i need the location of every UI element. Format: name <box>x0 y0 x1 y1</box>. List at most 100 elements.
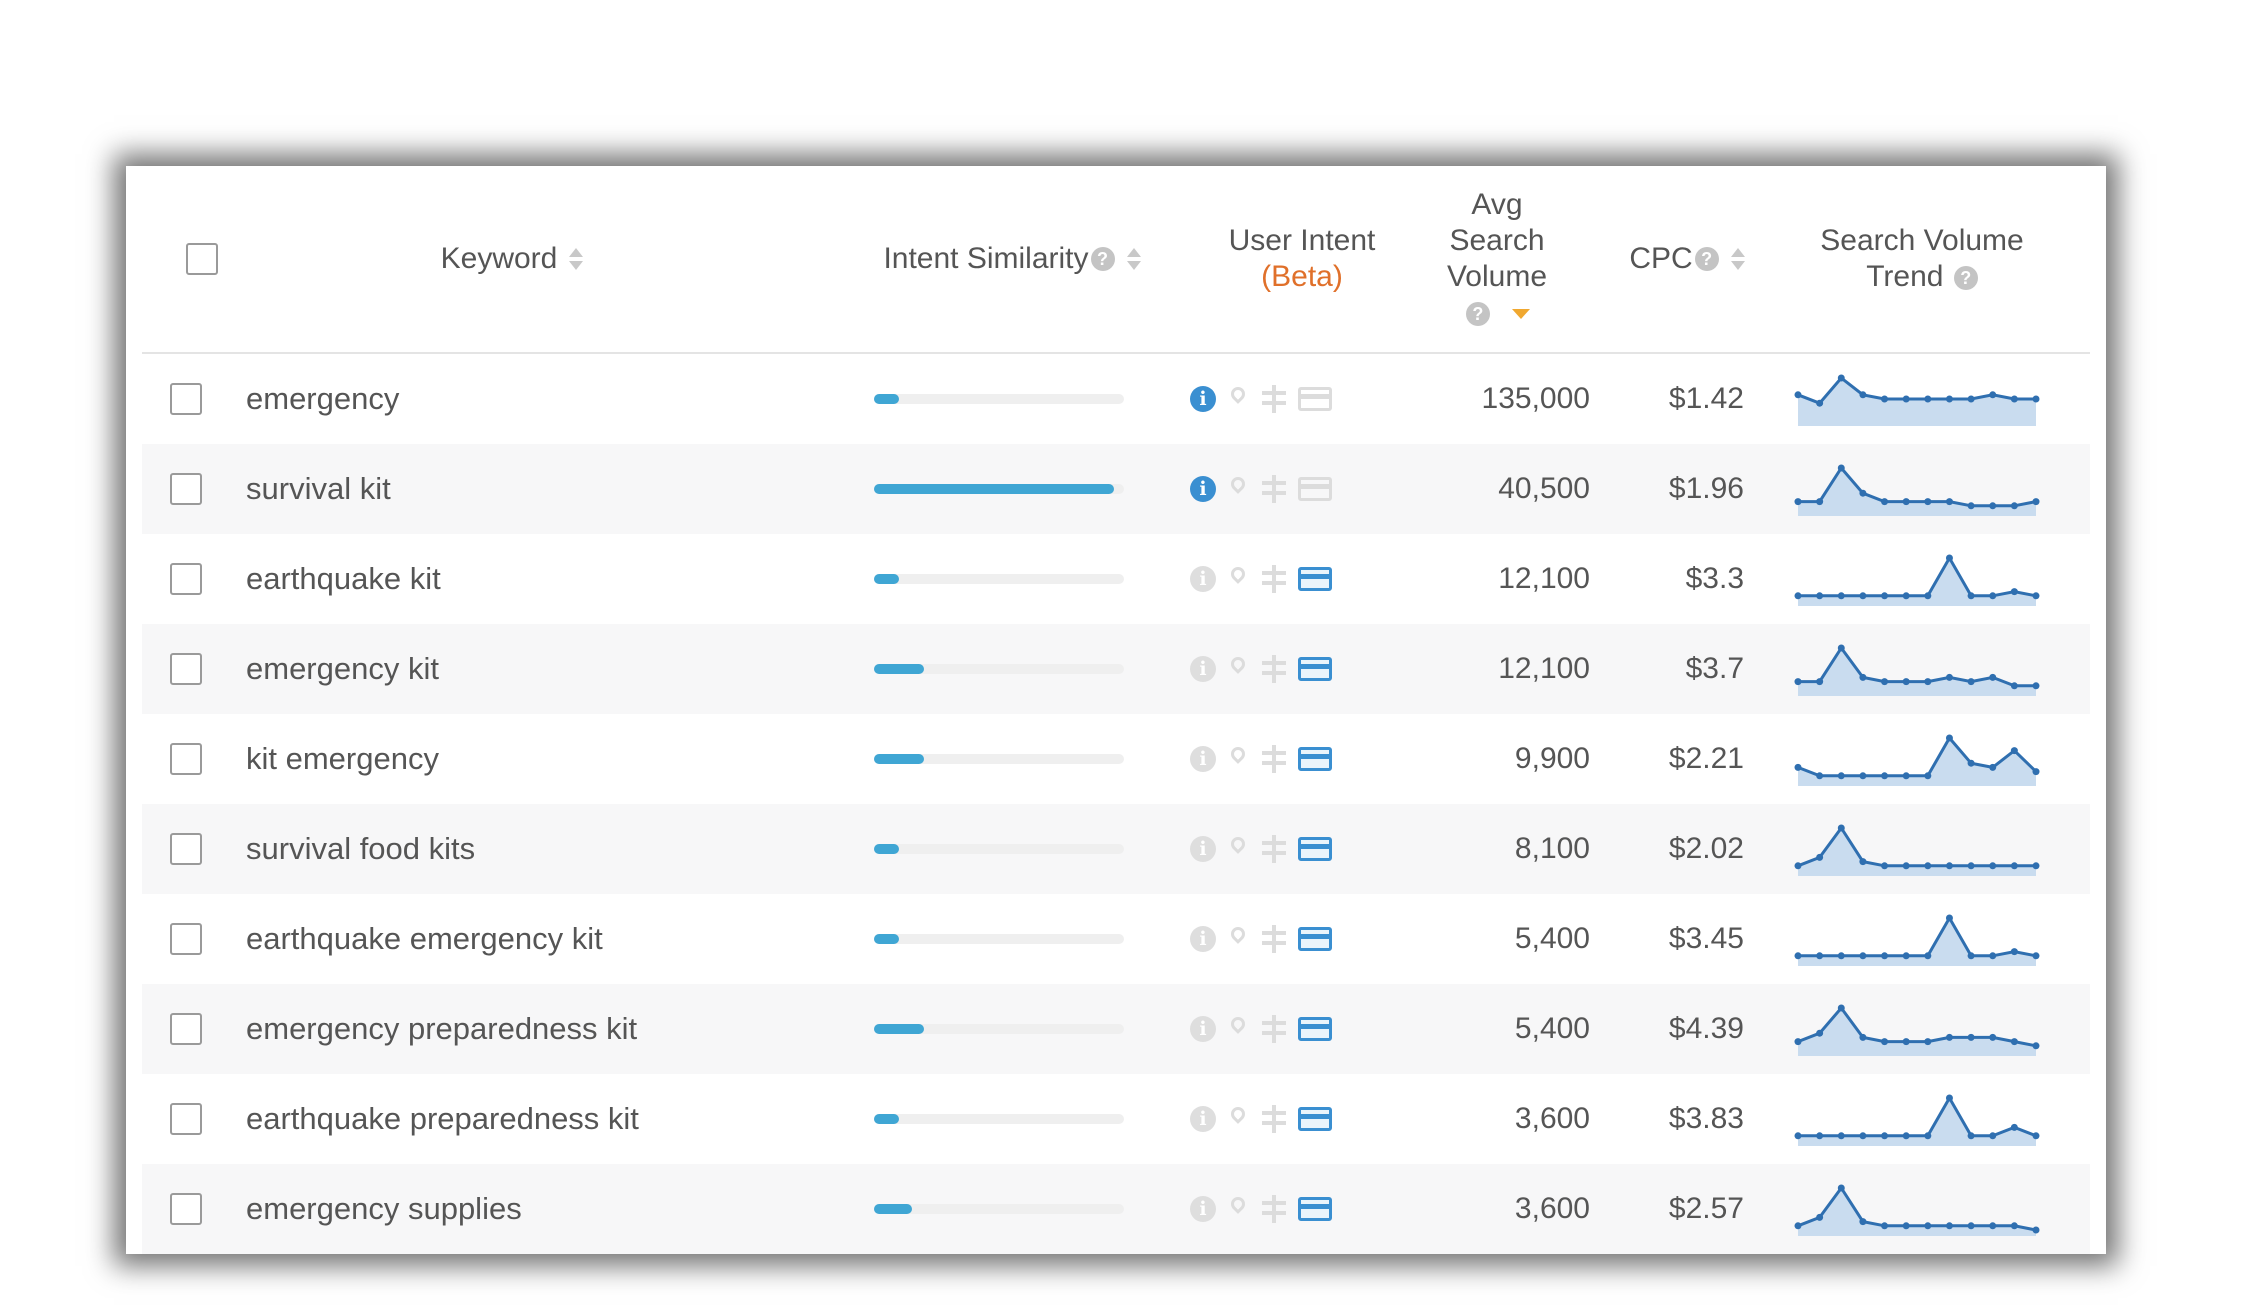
column-header-avg-search-volume[interactable]: Avg Search Volume ? <box>1412 166 1582 352</box>
row-checkbox[interactable] <box>170 653 202 685</box>
trend-point <box>1902 592 1910 600</box>
help-icon[interactable]: ? <box>1694 247 1719 271</box>
local-intent-pin-icon <box>1226 1195 1250 1223</box>
sort-descending-icon[interactable] <box>1512 309 1531 320</box>
sort-icon[interactable] <box>569 247 584 271</box>
trend-point <box>2032 395 2040 403</box>
trend-point <box>1924 592 1932 600</box>
keyword-cell[interactable]: earthquake preparedness kit <box>246 1101 639 1136</box>
trend-point <box>1967 862 1975 870</box>
row-checkbox[interactable] <box>170 1193 202 1225</box>
informational-intent-icon: i <box>1190 1106 1216 1132</box>
trend-point <box>2032 498 2040 506</box>
table-row[interactable]: survival kit i 40,500 $1.96 <box>142 444 2090 534</box>
trend-point <box>1924 862 1932 870</box>
row-checkbox[interactable] <box>170 473 202 505</box>
navigational-intent-icon <box>1260 1105 1288 1133</box>
trend-line <box>1797 735 2038 778</box>
row-checkbox[interactable] <box>170 383 202 415</box>
table-row[interactable]: emergency kit i 12,100 $3.7 <box>142 624 2090 714</box>
sort-icon[interactable] <box>1730 247 1745 271</box>
table-row[interactable]: earthquake preparedness kit i 3,600 $3.83 <box>142 1074 2090 1164</box>
trend-area <box>1798 1188 2036 1236</box>
table-row[interactable]: survival food kits i 8,100 $2.02 <box>142 804 2090 894</box>
row-checkbox[interactable] <box>170 1103 202 1135</box>
keyword-cell[interactable]: survival kit <box>246 471 391 506</box>
trend-point <box>1967 1033 1975 1041</box>
row-checkbox[interactable] <box>170 563 202 595</box>
keyword-cell[interactable]: kit emergency <box>246 741 439 776</box>
search-volume-trend-sparkline <box>1794 914 2040 966</box>
select-all-checkbox[interactable] <box>186 243 218 275</box>
intent-similarity-bar <box>874 1024 1124 1034</box>
trend-point <box>1881 952 1889 960</box>
navigational-intent-icon <box>1260 925 1288 953</box>
keyword-cell[interactable]: earthquake emergency kit <box>246 921 603 956</box>
table-row[interactable]: emergency preparedness kit i 5,400 $4.39 <box>142 984 2090 1074</box>
help-icon[interactable]: ? <box>1953 266 1978 291</box>
trend-line <box>1797 375 2036 405</box>
user-intent-icons: i <box>1190 562 1342 596</box>
informational-intent-icon: i <box>1190 1196 1216 1222</box>
trend-point <box>1794 763 1802 771</box>
trend-point <box>2010 502 2018 510</box>
avg-search-volume-cell: 8,100 <box>1514 832 1590 865</box>
transactional-intent-card-icon <box>1298 1017 1332 1041</box>
trend-point <box>1816 772 1824 780</box>
avg-search-volume-cell: 40,500 <box>1498 472 1590 505</box>
navigational-intent-icon <box>1260 1195 1288 1223</box>
keyword-cell[interactable]: earthquake kit <box>246 561 441 596</box>
keyword-cell[interactable]: emergency preparedness kit <box>246 1011 638 1046</box>
transactional-intent-card-icon <box>1298 387 1332 411</box>
trend-point <box>1989 1132 1997 1140</box>
intent-similarity-fill <box>874 1204 912 1214</box>
beta-label: (Beta) <box>1261 260 1343 293</box>
table-row[interactable]: kit emergency i 9,900 $2.21 <box>142 714 2090 804</box>
row-checkbox[interactable] <box>170 833 202 865</box>
table-row[interactable]: earthquake kit i 12,100 $3.3 <box>142 534 2090 624</box>
trend-point <box>1881 678 1889 686</box>
local-intent-pin-icon <box>1226 1105 1250 1133</box>
trend-point <box>2010 1222 2018 1230</box>
help-icon[interactable]: ? <box>1465 302 1490 327</box>
trend-point <box>1794 678 1802 686</box>
row-checkbox[interactable] <box>170 1013 202 1045</box>
keyword-cell[interactable]: emergency supplies <box>246 1191 522 1226</box>
trend-area <box>1798 1098 2036 1146</box>
table-row[interactable]: earthquake emergency kit i 5,400 $3.45 <box>142 894 2090 984</box>
column-header-keyword[interactable]: Keyword <box>382 166 642 352</box>
trend-point <box>2010 1038 2018 1046</box>
local-intent-pin-icon <box>1226 655 1250 683</box>
trend-point <box>1945 1094 1953 1102</box>
trend-point <box>1967 1222 1975 1230</box>
table-row[interactable]: emergency supplies i 3,600 $2.57 <box>142 1164 2090 1254</box>
trend-point <box>1945 554 1953 562</box>
keyword-cell[interactable]: emergency kit <box>246 651 439 686</box>
column-header-intent-similarity[interactable]: Intent Similarity ? <box>842 166 1182 352</box>
keyword-cell[interactable]: emergency <box>246 381 400 416</box>
trend-point <box>1924 498 1932 506</box>
intent-similarity-bar <box>874 1114 1124 1124</box>
user-intent-icons: i <box>1190 382 1342 416</box>
keyword-cell[interactable]: survival food kits <box>246 831 476 866</box>
avg-search-volume-cell: 5,400 <box>1514 922 1590 955</box>
cpc-cell: $2.57 <box>1668 1192 1744 1225</box>
row-checkbox[interactable] <box>170 743 202 775</box>
table-row[interactable]: emergency i 135,000 $1.42 <box>142 354 2090 444</box>
trend-point <box>1945 1033 1953 1041</box>
intent-similarity-bar <box>874 664 1124 674</box>
column-header-cpc[interactable]: CPC ? <box>1602 166 1772 352</box>
trend-point <box>1924 1222 1932 1230</box>
trend-point <box>1837 592 1845 600</box>
intent-similarity-bar <box>874 574 1124 584</box>
informational-intent-icon: i <box>1190 656 1216 682</box>
row-checkbox[interactable] <box>170 923 202 955</box>
trend-point <box>1945 862 1953 870</box>
help-icon[interactable]: ? <box>1090 247 1115 271</box>
sort-icon[interactable] <box>1126 247 1141 271</box>
intent-similarity-bar <box>874 1204 1124 1214</box>
trend-line <box>1798 914 2037 958</box>
local-intent-pin-icon <box>1226 565 1250 593</box>
trend-point <box>2032 682 2040 690</box>
trend-point <box>1989 391 1997 399</box>
